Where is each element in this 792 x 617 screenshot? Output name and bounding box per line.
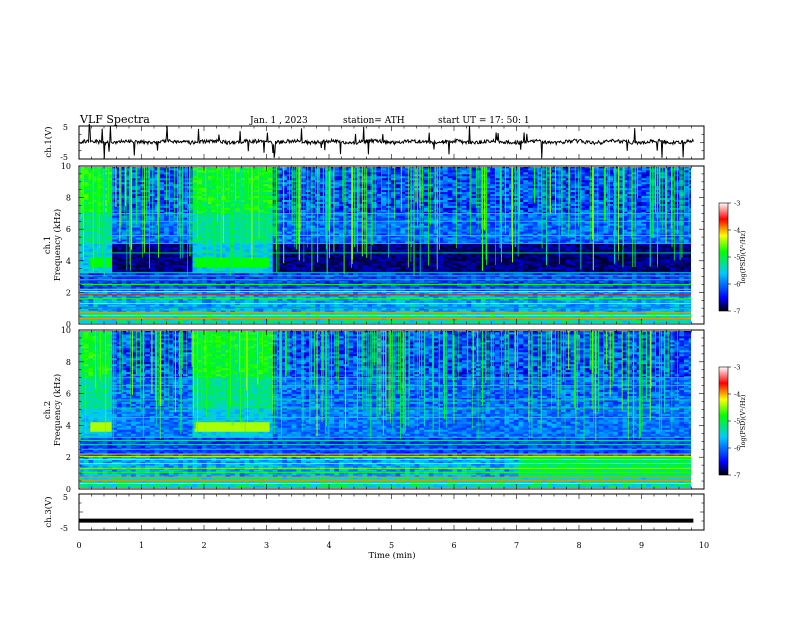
ch1-spectrogram-heatmap (79, 166, 694, 324)
header-start-time: start UT = 17: 50: 1 (438, 116, 530, 126)
ch1-ytick-top: 5 (63, 123, 68, 132)
header-station: station= ATH (343, 116, 405, 126)
header-date: Jan. 1 , 2023 (249, 116, 308, 126)
ch1-voltage-panel: 5 -5 ch.1(V) (43, 123, 704, 162)
ch1-voltage-ylabel: ch.1(V) (43, 126, 54, 157)
ch1-voltage-trace (79, 124, 693, 158)
ch1-ytick-bottom: -5 (60, 153, 68, 162)
